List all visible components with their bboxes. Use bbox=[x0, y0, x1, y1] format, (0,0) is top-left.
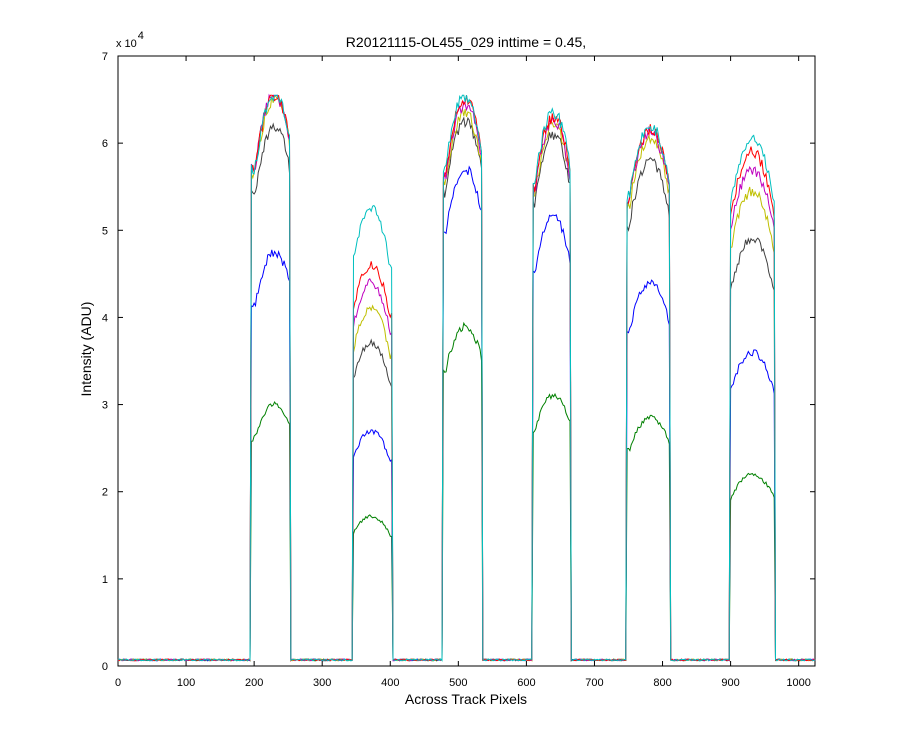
x-tick-label: 700 bbox=[585, 677, 603, 689]
x-tick-label: 300 bbox=[313, 677, 331, 689]
y-tick-label: 1 bbox=[102, 574, 108, 586]
x-tick-label: 500 bbox=[449, 677, 467, 689]
x-tick-label: 900 bbox=[721, 677, 739, 689]
series-line-cyan bbox=[117, 94, 816, 662]
x-tick-label: 200 bbox=[245, 677, 263, 689]
y-tick-label: 6 bbox=[102, 138, 108, 150]
y-tick-label: 4 bbox=[102, 312, 108, 324]
y-axis-label: Intensity (ADU) bbox=[78, 302, 94, 397]
chart-title: R20121115-OL455_029 inttime = 0.45, bbox=[346, 34, 586, 50]
plot-area bbox=[117, 55, 816, 667]
y-tick-label: 5 bbox=[102, 225, 108, 237]
y-multiplier-exponent: 4 bbox=[138, 30, 144, 42]
y-tick-label: 0 bbox=[102, 661, 108, 673]
y-axis-ticks: 0 1 2 3 4 5 6 7 bbox=[102, 51, 815, 673]
x-tick-label: 600 bbox=[517, 677, 535, 689]
y-tick-label: 7 bbox=[102, 51, 108, 63]
x-tick-label: 100 bbox=[177, 677, 195, 689]
x-tick-label: 800 bbox=[653, 677, 671, 689]
x-axis-ticks: 0 100 200 300 400 500 600 700 800 900 1000 bbox=[115, 56, 811, 689]
y-multiplier: x 104 bbox=[116, 30, 144, 50]
y-tick-label: 2 bbox=[102, 487, 108, 499]
series-layer bbox=[117, 93, 816, 662]
x-tick-label: 1000 bbox=[786, 677, 810, 689]
y-tick-label: 3 bbox=[102, 400, 108, 412]
x-tick-label: 400 bbox=[381, 677, 399, 689]
x-axis-label: Across Track Pixels bbox=[405, 691, 527, 707]
x-tick-label: 0 bbox=[115, 677, 121, 689]
y-multiplier-base: x 10 bbox=[116, 38, 137, 50]
